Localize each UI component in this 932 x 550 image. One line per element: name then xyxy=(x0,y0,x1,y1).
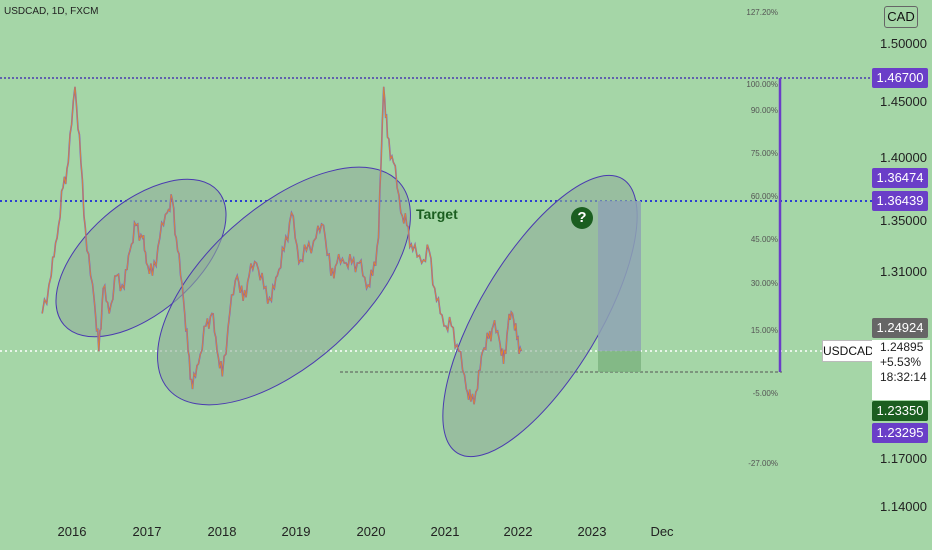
price-tag: 1.36474 xyxy=(872,168,928,188)
target-label: Target xyxy=(416,206,458,222)
price-tag: 1.24924 xyxy=(872,318,928,338)
x-tick: 2021 xyxy=(430,524,460,539)
info-price: 1.24895 xyxy=(880,340,924,354)
y-tick: 1.17000 xyxy=(880,451,927,466)
x-tick: 2018 xyxy=(207,524,237,539)
y-tick: 1.35000 xyxy=(880,213,927,228)
target-base xyxy=(598,351,641,372)
y-tick: 1.50000 xyxy=(880,36,927,51)
fib-label: 90.00% xyxy=(750,106,778,115)
x-tick: 2016 xyxy=(57,524,87,539)
currency-button[interactable]: CAD xyxy=(884,6,918,28)
fib-label: -5.00% xyxy=(752,389,778,398)
fib-label: -27.00% xyxy=(748,459,778,468)
x-tick: 2017 xyxy=(132,524,162,539)
y-tick: 1.14000 xyxy=(880,499,927,514)
y-tick: 1.31000 xyxy=(880,264,927,279)
price-info-box: 1.24895 +5.53% 18:32:14 xyxy=(872,340,930,400)
info-change: +5.53% xyxy=(880,355,922,369)
x-tick: Dec xyxy=(650,524,674,539)
fib-label: 100.00% xyxy=(746,80,778,89)
target-zone xyxy=(598,201,641,351)
fib-label: 60.00% xyxy=(750,192,778,201)
fib-label: 30.00% xyxy=(750,279,778,288)
price-tag: 1.23350 xyxy=(872,401,928,421)
y-tick: 1.45000 xyxy=(880,94,927,109)
price-series-highlight xyxy=(41,86,522,405)
info-countdown: 18:32:14 xyxy=(880,370,927,384)
fib-label: 45.00% xyxy=(750,235,778,244)
price-tag: 1.46700 xyxy=(872,68,928,88)
ellipse-2 xyxy=(157,166,411,406)
price-tag: 1.23295 xyxy=(872,423,928,443)
symbol-label: USDCAD xyxy=(822,340,874,362)
x-tick: 2023 xyxy=(577,524,607,539)
x-tick: 2022 xyxy=(503,524,533,539)
x-tick: 2020 xyxy=(356,524,386,539)
x-tick: 2019 xyxy=(281,524,311,539)
question-icon: ? xyxy=(571,207,593,229)
fib-label: 127.20% xyxy=(746,8,778,17)
y-tick: 1.40000 xyxy=(880,150,927,165)
fib-label: 75.00% xyxy=(750,149,778,158)
chart-header: USDCAD, 1D, FXCM xyxy=(4,6,99,17)
price-tag: 1.36439 xyxy=(872,191,928,211)
ellipse-3 xyxy=(442,174,638,458)
fib-label: 15.00% xyxy=(750,326,778,335)
ellipse-annotations xyxy=(55,166,638,458)
